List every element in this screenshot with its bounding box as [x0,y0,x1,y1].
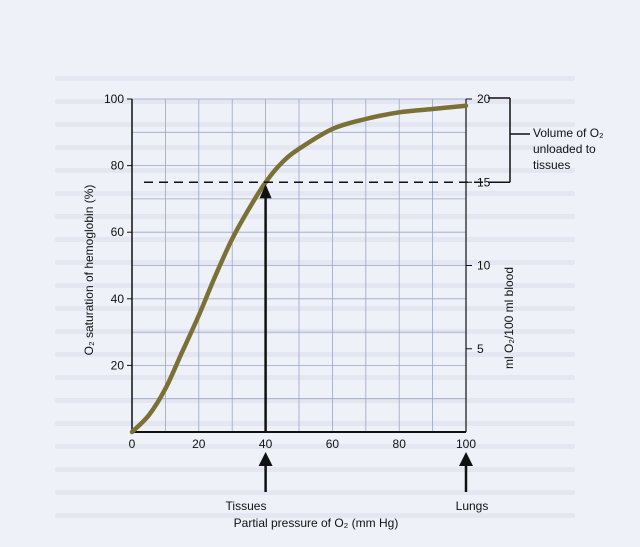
ghost-text-line [55,490,575,495]
x-tick-label: 80 [393,437,407,451]
tissues-arrow-head [258,452,273,466]
chart-grid [132,98,467,432]
ghost-text-line [55,352,575,357]
x-tick-label: 0 [129,437,136,451]
ghost-text-line [55,145,575,150]
lungs-arrow-head [459,452,473,466]
bracket-label-line3: tissues [533,158,570,172]
x-tick-label: 100 [456,437,476,451]
y-left-tick-label: 20 [111,358,125,372]
bracket-label-line1: Volume of O₂ [533,126,604,140]
tissues-inner-arrow-head [259,184,272,199]
y-right-tick-label: 15 [477,175,491,189]
dissociation-curve [129,103,469,435]
ghost-text-line [55,76,575,81]
y-left-tick-label: 100 [104,92,124,106]
y-axis-left-label: O₂ saturation of hemoglobin (%) [82,185,96,356]
x-axis-label: Partial pressure of O₂ (mm Hg) [234,516,399,530]
ghost-text-line [55,421,575,426]
x-tick-label: 60 [326,437,340,451]
y-right-tick-label: 5 [477,342,484,356]
y-right-tick-label: 10 [477,259,491,273]
ghost-text-line [55,329,575,334]
ghost-text-line [55,168,575,173]
bracket-label-line2: unloaded to [533,142,596,156]
ghost-text-line [55,375,575,380]
ghost-text-line [55,513,575,518]
y-left-tick-label: 40 [111,292,125,306]
ghost-text-line [55,99,575,104]
chart-ticks: 0 20 40 60 80 100 20 40 60 80 100 5 10 15 20 [104,92,491,451]
ghost-text-line [55,191,575,196]
y-right-tick-label: 20 [477,92,491,106]
ghost-text-line [55,444,575,449]
ghost-text-line [55,237,575,242]
ghost-text-line [55,398,575,403]
chart-series [129,103,469,435]
ghost-text-line [55,260,575,265]
background-page-text [55,76,575,518]
ghost-text-line [55,467,575,472]
ghost-text-line [55,214,575,219]
ghost-text-line [55,122,575,127]
ghost-text-line [55,306,575,311]
x-tick-label: 40 [259,437,273,451]
y-left-tick-label: 80 [111,159,125,173]
tissues-label: Tissues [226,499,267,513]
x-tick-label: 20 [192,437,206,451]
y-axis-right-label: ml O₂/100 ml blood [502,267,516,369]
y-left-tick-label: 60 [111,225,125,239]
lungs-label: Lungs [456,499,489,513]
chart-annotations [144,97,530,492]
ghost-text-line [55,283,575,288]
